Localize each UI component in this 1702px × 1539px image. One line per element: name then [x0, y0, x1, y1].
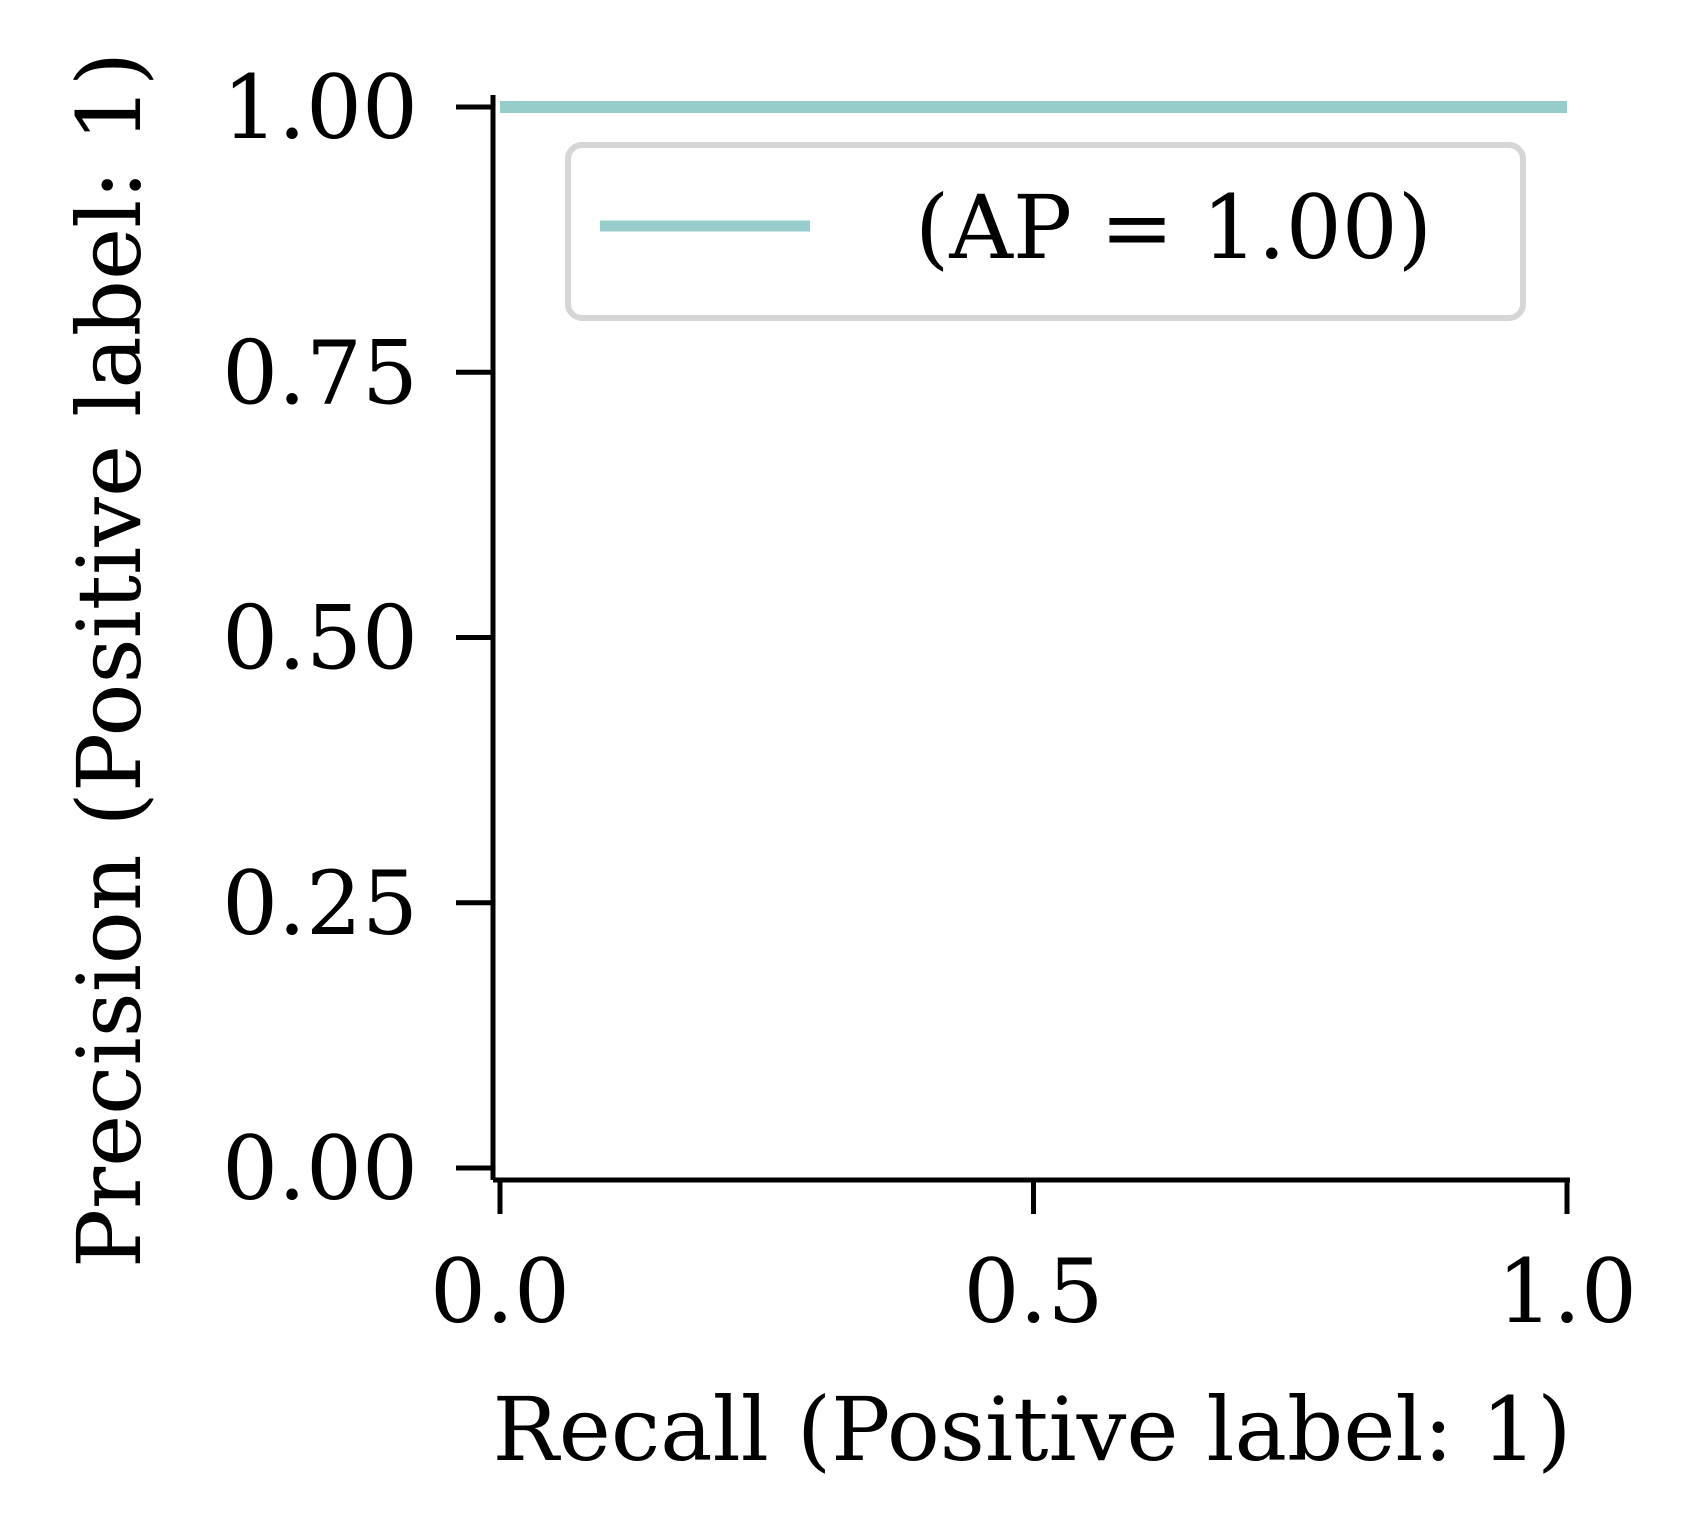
y-tick-label: 0.25 [222, 852, 418, 955]
x-ticks: 0.0 0.5 1.0 [430, 1180, 1637, 1343]
x-tick-label: 0.0 [430, 1240, 570, 1343]
legend-frame [565, 142, 1526, 321]
y-tick-label: 0.75 [222, 321, 418, 424]
x-tick-label: 0.5 [964, 1240, 1104, 1343]
y-ticks: 0.00 0.25 0.50 0.75 1.00 [222, 56, 493, 1220]
y-tick-label: 1.00 [222, 56, 418, 159]
x-tick-label: 1.0 [1497, 1240, 1637, 1343]
x-axis-label: Recall (Positive label: 1) [493, 1378, 1572, 1481]
legend-entry-label: (AP = 1.00) [915, 176, 1432, 279]
y-tick-label: 0.00 [222, 1117, 418, 1220]
legend: (AP = 1.00) [565, 142, 1526, 321]
y-axis-label: Precision (Positive label: 1) [58, 52, 161, 1268]
y-tick-label: 0.50 [222, 587, 418, 690]
